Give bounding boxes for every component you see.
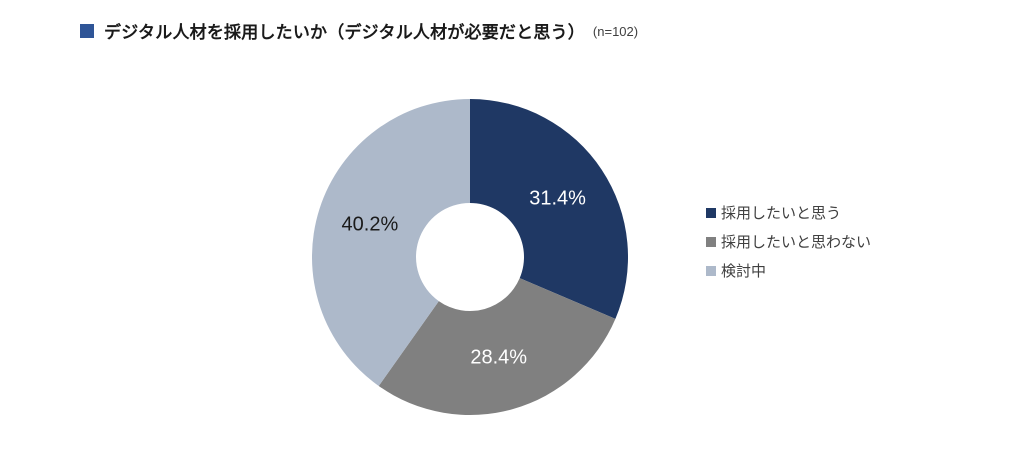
legend-label: 採用したいと思わない bbox=[721, 234, 872, 251]
data-label: 28.4% bbox=[470, 346, 527, 368]
donut-segment-2 bbox=[378, 278, 616, 416]
legend-marker-icon bbox=[706, 236, 716, 247]
chart-title: デジタル人材を採用したいか（デジタル人材が必要だと思う） bbox=[104, 23, 585, 42]
sample-size-label: (n=102) bbox=[592, 24, 639, 39]
data-label: 31.4% bbox=[529, 187, 586, 209]
legend-marker-icon bbox=[706, 207, 716, 218]
legend-label: 採用したいと思う bbox=[721, 205, 842, 222]
title-bullet-icon bbox=[80, 23, 94, 38]
legend: 採用したいと思う 採用したいと思わない 検討中 bbox=[706, 198, 871, 285]
legend-item: 検討中 bbox=[706, 256, 871, 285]
legend-item: 採用したいと思わない bbox=[706, 227, 871, 256]
data-label: 40.2% bbox=[342, 213, 399, 235]
legend-label: 検討中 bbox=[721, 263, 767, 280]
legend-marker-icon bbox=[706, 265, 716, 276]
donut-segment-3 bbox=[311, 99, 470, 386]
donut-segment-1 bbox=[470, 99, 629, 319]
chart-header: デジタル人材を採用したいか（デジタル人材が必要だと思う） (n=102) bbox=[80, 18, 638, 43]
legend-item: 採用したいと思う bbox=[706, 198, 871, 227]
donut-chart: 31.4% 28.4% 40.2% bbox=[311, 99, 629, 416]
